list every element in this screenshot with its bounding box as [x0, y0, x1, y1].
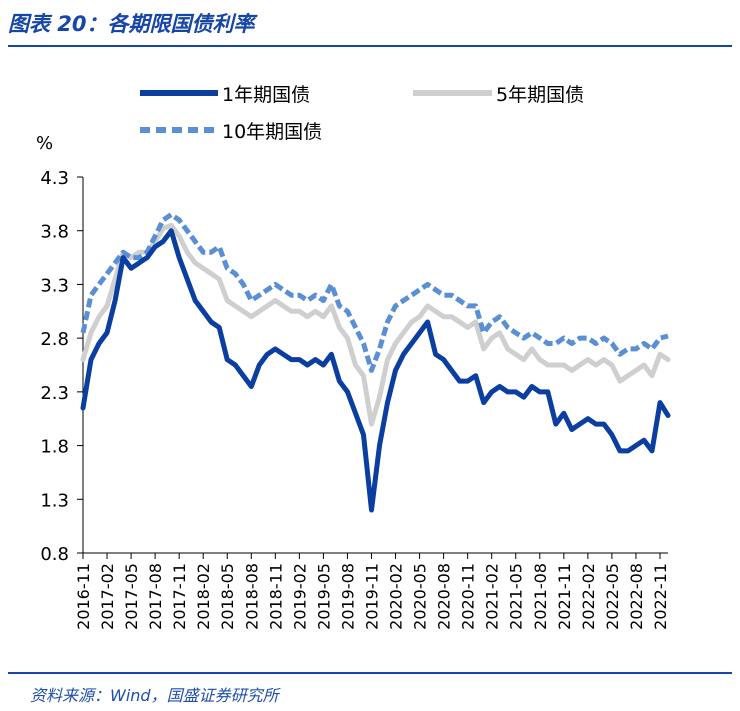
title-rule — [8, 45, 732, 47]
bottom-rule — [8, 672, 732, 674]
x-tick-label: 2019-05 — [314, 563, 333, 630]
series-line-5y — [80, 222, 671, 427]
x-tick-label: 2019-02 — [290, 563, 309, 630]
figure-title: 图表 20：各期限国债利率 — [8, 12, 255, 36]
x-tick-label: 2022-08 — [627, 563, 646, 630]
x-tick-label: 2017-02 — [98, 563, 117, 630]
y-tick-label: 1.3 — [40, 490, 69, 511]
x-tick-label: 2022-05 — [603, 563, 622, 630]
legend-label-5y: 5年期国债 — [496, 84, 584, 106]
y-axis: 0.8 1.3 1.8 2.3 2.8 3.3 3.8 4.3 — [40, 168, 84, 565]
x-tick-label: 2021-08 — [531, 563, 550, 630]
x-tick-label: 2020-08 — [435, 563, 454, 630]
x-tick-label: 2021-02 — [483, 563, 502, 630]
x-tick-label: 2018-05 — [218, 563, 237, 630]
y-tick-label: 2.8 — [40, 329, 69, 350]
x-tick-label: 2019-08 — [338, 563, 357, 630]
x-tick-label: 2020-11 — [459, 563, 478, 630]
x-tick-label: 2018-11 — [266, 563, 285, 630]
x-tick-label: 2021-11 — [555, 563, 574, 630]
x-tick-label: 2019-11 — [362, 563, 381, 630]
x-tick-label: 2020-02 — [387, 563, 406, 630]
y-tick-label: 3.3 — [40, 275, 69, 296]
y-tick-label: 3.8 — [40, 222, 69, 243]
legend-label-1y: 1年期国债 — [222, 84, 310, 106]
legend-label-10y: 10年期国债 — [222, 121, 322, 143]
x-tick-label: 2017-05 — [122, 563, 141, 630]
x-tick-label: 2022-02 — [579, 563, 598, 630]
x-tick-label: 2017-08 — [146, 563, 165, 630]
x-tick-label: 2020-05 — [411, 563, 430, 630]
series-line-1y — [80, 228, 671, 513]
y-axis-unit: % — [36, 133, 53, 154]
x-tick-label: 2021-05 — [507, 563, 526, 630]
legend: 1年期国债 5年期国债 10年期国债 — [140, 84, 584, 143]
y-tick-label: 1.8 — [40, 437, 69, 458]
y-tick-label: 4.3 — [40, 168, 69, 189]
x-axis: 2016-11 2017-02 2017-05 2017-08 2017-11 2018-… — [74, 552, 670, 630]
plot-area — [80, 212, 671, 513]
y-tick-label: 2.3 — [40, 383, 69, 404]
series-line-10y — [80, 212, 669, 373]
x-tick-label: 2022-11 — [651, 563, 670, 630]
y-tick-label: 0.8 — [40, 544, 69, 565]
x-tick-label: 2017-11 — [170, 563, 189, 630]
source-note: 资料来源：Wind，国盛证券研究所 — [30, 686, 279, 705]
x-tick-label: 2018-08 — [242, 563, 261, 630]
x-tick-label: 2016-11 — [74, 563, 93, 630]
x-tick-label: 2018-02 — [194, 563, 213, 630]
